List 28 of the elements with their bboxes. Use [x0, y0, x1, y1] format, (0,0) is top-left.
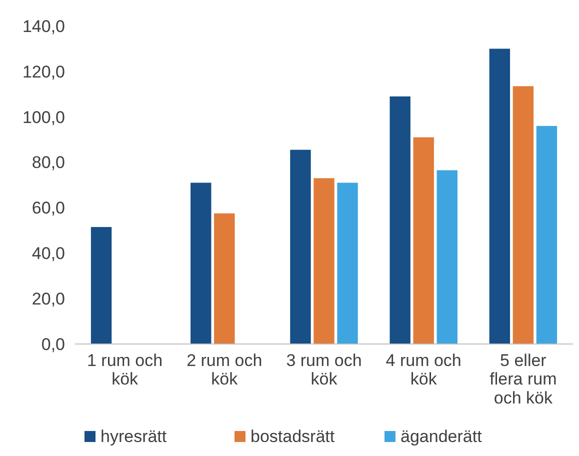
legend-label: hyresrätt — [100, 427, 167, 446]
legend-label: bostadsrätt — [250, 427, 335, 446]
bar — [337, 182, 358, 344]
x-tick-label: 3 rum och kök — [286, 351, 362, 389]
bar — [436, 170, 458, 344]
x-tick-label: 4 rum och kök — [386, 351, 462, 389]
bar — [390, 96, 410, 344]
bar — [214, 213, 235, 344]
bar — [190, 182, 212, 344]
bar — [489, 48, 510, 344]
x-tick-label: 1 rum och kök — [87, 351, 163, 389]
y-tick-label: 0,0 — [41, 334, 65, 354]
y-tick-label: 40,0 — [32, 244, 65, 264]
bar — [90, 227, 112, 344]
x-tick-label: 5 eller flera rum och kök — [490, 351, 557, 408]
y-tick-label: 100,0 — [22, 108, 65, 127]
bar — [413, 137, 434, 344]
y-tick-label: 120,0 — [22, 62, 65, 82]
legend-label: äganderätt — [400, 427, 482, 446]
y-tick-label: 80,0 — [32, 153, 65, 172]
x-tick-label: 2 rum och kök — [186, 351, 262, 389]
bar — [536, 126, 558, 344]
bar — [290, 150, 311, 344]
bar — [314, 178, 334, 344]
y-tick-label: 20,0 — [32, 290, 65, 309]
bar — [512, 86, 534, 344]
y-tick-label: 60,0 — [32, 198, 65, 218]
y-tick-label: 140,0 — [22, 16, 65, 36]
